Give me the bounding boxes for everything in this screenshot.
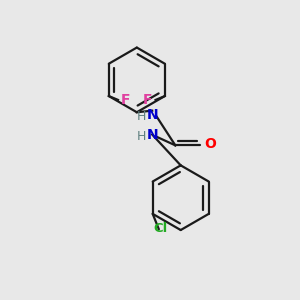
Text: N: N	[146, 128, 158, 142]
Text: Cl: Cl	[153, 222, 167, 236]
Text: H: H	[137, 130, 146, 142]
Text: H: H	[137, 110, 146, 123]
Text: N: N	[146, 107, 158, 122]
Text: F: F	[143, 93, 153, 107]
Text: F: F	[121, 93, 130, 107]
Text: O: O	[204, 137, 216, 151]
